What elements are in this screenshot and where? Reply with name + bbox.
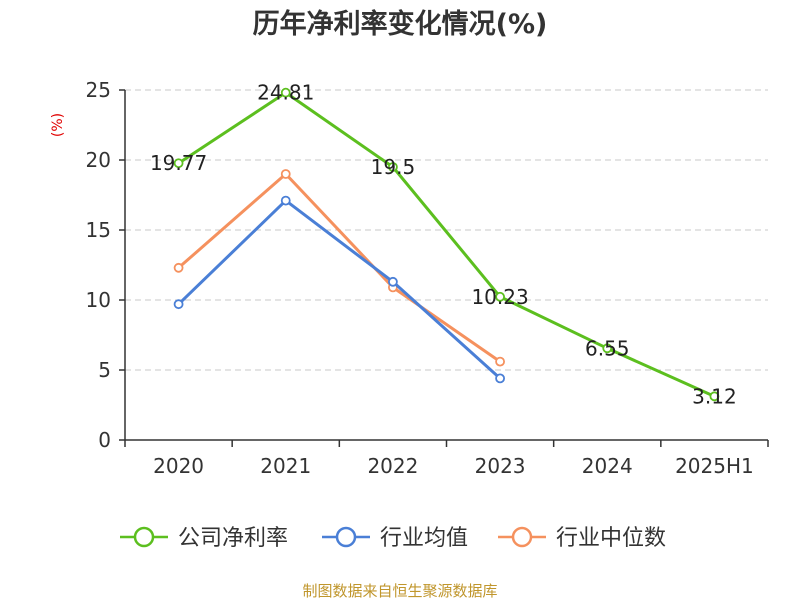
x-tick-label: 2023 [475,454,526,478]
data-labels: 19.77 24.81 19.5 10.23 6.55 3.12 [150,81,737,409]
data-point[interactable] [173,158,184,169]
legend-swatch-marker [511,526,533,548]
legend-label: 行业中位数 [556,526,666,551]
x-tick-label: 2021 [260,454,311,478]
y-tick-label: 15 [86,218,111,242]
data-point[interactable] [495,356,505,367]
y-tick-label: 20 [86,148,111,172]
data-point[interactable] [280,195,291,206]
x-tick-label: 2024 [582,454,633,478]
legend-swatch-marker [335,526,357,548]
series-line [177,91,716,398]
legend-item[interactable]: 行业均值 [322,526,468,551]
data-label: 19.77 [150,151,207,175]
data-point[interactable] [495,373,505,384]
axes: 0 5 10 15 20 25 2020 2021 2022 2023 2024 2025H1 [86,78,769,478]
series-layer [173,87,720,402]
legend[interactable]: 公司净利率 行业均值 行业中位数 [120,526,666,551]
data-point[interactable] [495,291,505,302]
y-axis-label: (%) [50,113,66,137]
data-point[interactable] [280,169,291,179]
legend-swatch-marker [133,526,155,548]
y-tick-label: 10 [86,288,111,312]
y-tick-label: 5 [98,358,111,382]
x-tick-label: 2025H1 [675,454,754,478]
data-point[interactable] [709,391,720,402]
x-tick-label: 2022 [367,454,418,478]
x-tick-label: 2020 [153,454,204,478]
data-label: 10.23 [471,285,528,309]
legend-item[interactable]: 行业中位数 [498,526,666,551]
data-point[interactable] [173,299,184,310]
legend-label: 行业均值 [380,526,468,551]
data-point[interactable] [388,162,398,172]
data-label: 19.5 [371,155,416,179]
data-label: 3.12 [692,384,737,408]
source-note: 制图数据来自恒生聚源数据库 [302,582,497,600]
data-point[interactable] [388,276,398,287]
series-line [177,199,502,380]
y-tick-label: 0 [98,428,111,452]
legend-label: 公司净利率 [178,526,288,551]
legend-item[interactable]: 公司净利率 [120,526,288,551]
y-tick-label: 25 [86,78,111,102]
data-point[interactable] [280,87,291,98]
data-point[interactable] [173,262,184,273]
data-point[interactable] [602,343,613,354]
series-line [177,172,501,363]
data-label: 6.55 [585,336,630,360]
chart-title: 历年净利率变化情况(%) [253,8,548,40]
data-label: 24.81 [257,81,314,105]
